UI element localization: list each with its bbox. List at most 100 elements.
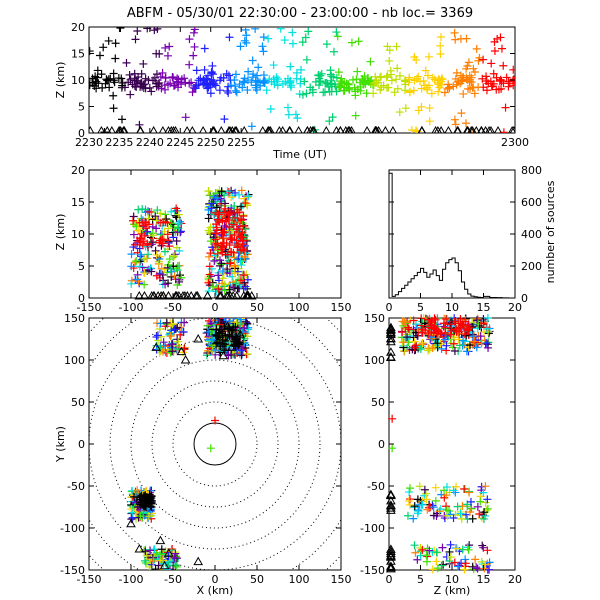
source-mark xyxy=(237,318,246,324)
source-mark xyxy=(243,193,252,202)
ground-triangle xyxy=(433,125,442,133)
source-mark xyxy=(135,262,144,271)
ground-triangle xyxy=(463,125,472,133)
ground-triangle xyxy=(240,125,249,133)
source-mark xyxy=(240,324,249,333)
station-triangle xyxy=(386,500,396,510)
y-tick-label: 150 xyxy=(64,312,85,325)
source-mark xyxy=(332,28,341,37)
source-mark xyxy=(155,325,164,334)
source-mark xyxy=(232,88,241,97)
source-mark xyxy=(177,273,186,282)
source-mark xyxy=(161,73,170,82)
ground-triangle xyxy=(306,125,315,133)
source-mark xyxy=(127,250,136,259)
source-mark xyxy=(126,90,135,99)
source-mark xyxy=(383,71,392,80)
source-mark xyxy=(272,73,281,82)
source-mark xyxy=(489,79,498,88)
source-mark xyxy=(347,38,356,47)
source-mark xyxy=(204,327,213,336)
source-mark xyxy=(483,546,492,555)
source-mark xyxy=(208,61,217,70)
source-mark xyxy=(464,84,473,93)
source-mark xyxy=(472,563,481,572)
source-mark xyxy=(220,204,229,213)
source-mark xyxy=(444,80,453,89)
source-mark xyxy=(147,87,156,96)
source-mark xyxy=(241,282,250,291)
source-mark xyxy=(196,74,205,83)
source-mark xyxy=(153,331,162,340)
source-mark xyxy=(163,230,172,239)
source-mark xyxy=(259,47,268,56)
source-mark xyxy=(276,27,285,33)
ground-triangle xyxy=(347,125,356,133)
time-height-panel: 2230 2235 2240 2245 2250 2255 2300 0 5 10 15 20 Tim… xyxy=(54,21,529,161)
source-mark xyxy=(223,265,232,274)
source-mark xyxy=(475,509,484,518)
ground-triangle xyxy=(372,125,381,133)
source-mark xyxy=(441,323,450,332)
source-mark xyxy=(101,79,110,88)
ground-triangle xyxy=(264,125,273,133)
y-tick-label: 0 xyxy=(78,292,85,305)
source-mark xyxy=(425,104,434,113)
source-mark xyxy=(414,72,423,81)
source-mark xyxy=(170,252,179,261)
source-mark xyxy=(216,319,225,328)
source-mark xyxy=(207,204,216,213)
ground-triangle xyxy=(170,290,181,300)
time-height-axes: 2230 2235 2240 2245 2250 2255 2300 0 5 10 15 20 xyxy=(71,21,529,149)
station-triangle xyxy=(180,354,191,364)
ground-triangle xyxy=(303,125,312,133)
source-mark xyxy=(166,332,175,341)
ground-triangle xyxy=(437,125,446,133)
source-mark xyxy=(410,76,419,85)
ground-triangle xyxy=(463,125,472,133)
source-mark xyxy=(149,76,158,85)
source-mark xyxy=(418,338,427,347)
ground-triangle xyxy=(258,125,267,133)
source-mark xyxy=(445,320,454,329)
source-mark xyxy=(213,249,222,258)
source-mark xyxy=(173,266,182,275)
source-mark xyxy=(236,320,245,329)
ground-triangle xyxy=(344,125,353,133)
source-mark xyxy=(393,64,402,73)
source-mark xyxy=(449,82,458,91)
x-tick-label: 5 xyxy=(417,573,424,586)
ground-triangle xyxy=(294,125,303,133)
source-mark xyxy=(450,558,459,567)
source-mark xyxy=(157,236,166,245)
source-mark xyxy=(416,543,425,552)
source-mark xyxy=(473,564,482,573)
source-mark xyxy=(432,325,441,334)
source-mark xyxy=(134,226,143,235)
source-mark xyxy=(405,495,414,504)
ground-triangle xyxy=(226,125,235,133)
source-mark xyxy=(174,75,183,84)
range-ring xyxy=(193,422,237,466)
source-mark xyxy=(220,115,229,124)
ground-triangle xyxy=(494,125,503,133)
source-mark xyxy=(180,318,189,327)
source-mark xyxy=(432,557,441,566)
source-mark xyxy=(280,36,289,45)
source-mark xyxy=(459,321,468,330)
source-mark xyxy=(159,218,168,227)
source-mark xyxy=(409,316,418,325)
source-mark xyxy=(225,240,234,249)
source-mark xyxy=(470,337,479,346)
source-mark xyxy=(172,562,181,570)
source-mark xyxy=(214,210,223,219)
source-mark xyxy=(405,484,414,493)
y-tick-label: 150 xyxy=(364,312,385,325)
source-mark xyxy=(442,341,451,350)
source-mark xyxy=(483,495,492,504)
station-triangle xyxy=(386,328,396,338)
source-mark xyxy=(239,221,248,230)
source-mark xyxy=(298,90,307,99)
source-mark xyxy=(431,315,440,324)
source-mark xyxy=(436,329,445,338)
